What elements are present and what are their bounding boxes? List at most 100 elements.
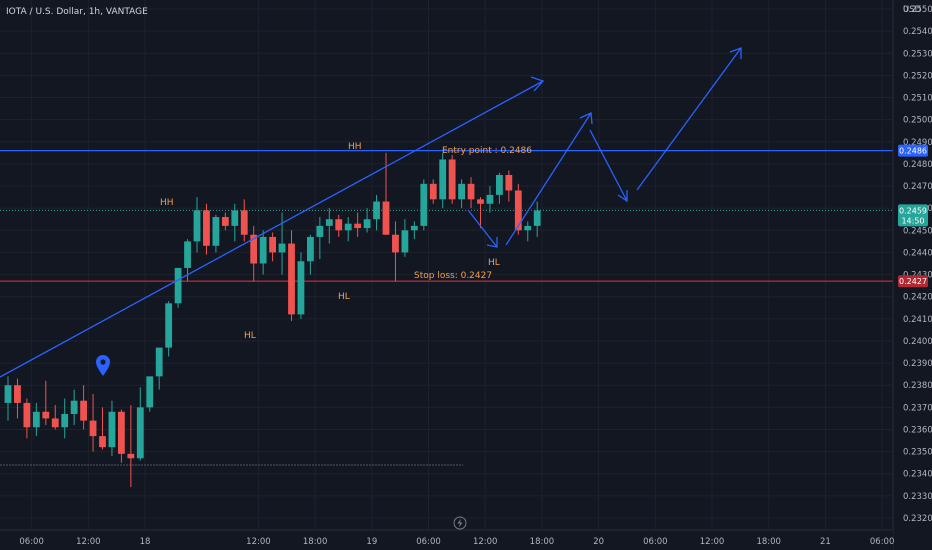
candle-body [401,230,409,253]
candle-body [458,183,465,200]
candle-body [70,400,78,414]
time-tick-label: 18:00 [756,537,781,547]
svg-text:0.2427: 0.2427 [899,277,927,286]
projection-arrow-up-1 [505,112,592,246]
hl-label-1: HL [244,331,256,341]
candle-body [477,199,484,204]
candle-body [297,261,305,315]
candle-body [250,234,258,264]
hl-label-2: HL [338,292,350,302]
time-axis-panel[interactable] [0,530,893,550]
time-tick-label: 06:00 [19,537,44,547]
candle-body [533,210,541,226]
candle-body [240,210,248,235]
candle-body [184,241,191,268]
candle-body [410,225,418,231]
price-tick-label: 0.2420 [903,293,932,303]
price-tick-label: 0.2320 [903,514,932,524]
time-tick-label: 21 [820,537,831,547]
candle-body [146,376,154,408]
projection-arrowhead-2 [579,112,593,125]
time-tick-label: 06:00 [416,537,441,547]
time-tick-label: 19 [366,537,377,547]
candle-body [174,267,182,304]
candle-body [373,201,380,220]
time-tick-label: 18:00 [303,537,328,547]
svg-text:14:50: 14:50 [901,216,924,225]
candle-body [392,234,399,253]
symbol-title: IOTA / U.S. Dollar, 1h, VANTAGE [6,7,148,17]
price-tick-label: 0.2440 [903,248,932,258]
grid-lines [0,0,893,530]
time-axis-labels: 06:00 12:00 18 12:00 18:00 19 06:00 12:00 18:00 2… [19,537,894,547]
candle-body [51,418,59,428]
price-tick-label: 0.2550 [903,5,932,15]
candle-body [221,217,229,226]
hh-label-2: HH [348,142,362,152]
price-tick-label: 0.2360 [903,425,932,435]
candle-body [118,411,125,454]
price-tick-label: 0.2540 [903,27,932,37]
lightning-icon[interactable] [453,516,467,530]
candle-body [32,411,40,428]
candle-body [99,436,106,448]
candle-body [420,183,428,226]
candle-body [344,223,352,231]
price-tick-label: 0.2480 [903,160,932,170]
map-pin-icon[interactable] [96,355,110,376]
price-tick-label: 0.2450 [903,226,932,236]
price-tick-label: 0.2530 [903,49,932,59]
candle-body [61,413,69,428]
horizontal-levels [0,149,893,466]
price-tick-label: 0.2380 [903,381,932,391]
time-tick-label: 12:00 [700,537,725,547]
price-tick-label: 0.2470 [903,182,932,192]
candle-body [382,201,390,235]
candle-body [429,183,437,200]
time-tick-label: 18:00 [530,537,555,547]
price-tick-label: 0.2330 [903,492,932,502]
candle-body [514,190,522,231]
entry-price-tag: 0.2486 [898,144,928,157]
stop-price-tag: 0.2427 [898,275,928,288]
price-tick-label: 0.2410 [903,315,932,325]
projection-arrowhead-3 [617,190,628,203]
price-tick-label: 0.2490 [903,138,932,148]
time-tick-label: 06:00 [870,537,895,547]
candle-body [231,210,239,226]
time-tick-label: 18 [140,537,151,547]
candle-body [307,236,314,262]
candle-body [269,236,276,253]
candle-body [203,210,210,246]
price-tick-label: 0.2520 [903,71,932,81]
projection-arrow-up-2 [636,47,742,191]
candle-body [165,303,173,348]
svg-text:0.2486: 0.2486 [899,147,927,156]
currency-label: USD [903,5,922,15]
candle-body [448,159,456,200]
candle-body [505,174,513,191]
candle-body [524,225,532,231]
candle-body [316,225,324,237]
trend-drawings[interactable] [0,47,742,378]
price-tick-label: 0.2350 [903,448,932,458]
projection-arrow-down-2 [589,129,628,202]
candle-body [42,411,50,419]
time-tick-label: 12:00 [473,537,498,547]
svg-text:0.2459: 0.2459 [899,206,927,215]
candle-body [325,219,333,226]
candle-body [363,219,371,229]
projection-arrowhead-4 [729,47,742,59]
candle-body [4,385,12,403]
price-tick-label: 0.2370 [903,403,932,413]
current-price-tag: 0.2459 14:50 [898,204,928,227]
price-tick-label: 0.2510 [903,94,932,104]
candle-body [288,243,295,315]
candles [4,152,541,488]
price-axis-panel[interactable] [893,0,932,550]
candle-body [212,217,220,246]
candle-body [335,219,343,231]
hh-label-1: HH [160,198,174,208]
stop-annotation: Stop loss: 0.2427 [414,271,492,281]
